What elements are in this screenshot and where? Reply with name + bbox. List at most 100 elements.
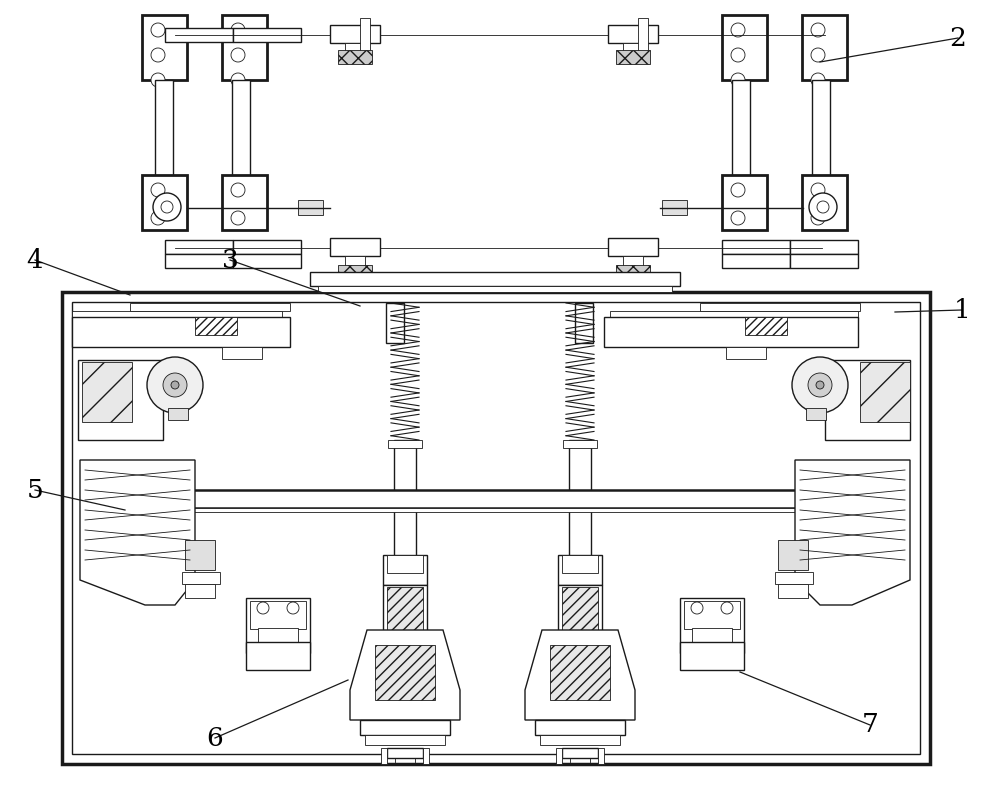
- Bar: [604, 317, 858, 347]
- Bar: [330, 25, 380, 43]
- Bar: [608, 238, 658, 256]
- Bar: [82, 362, 132, 422]
- Text: 5: 5: [27, 478, 43, 503]
- Bar: [680, 598, 744, 653]
- Bar: [185, 540, 215, 570]
- Bar: [562, 587, 598, 632]
- Circle shape: [811, 73, 825, 87]
- Text: 1: 1: [954, 298, 970, 323]
- Circle shape: [151, 48, 165, 62]
- Bar: [562, 555, 598, 573]
- Bar: [726, 347, 766, 359]
- Bar: [662, 200, 687, 215]
- Bar: [383, 585, 427, 645]
- Circle shape: [811, 48, 825, 62]
- Circle shape: [809, 193, 837, 221]
- Bar: [298, 200, 323, 215]
- Bar: [142, 175, 187, 230]
- Bar: [387, 587, 423, 632]
- Bar: [692, 628, 732, 642]
- Text: 6: 6: [207, 726, 223, 750]
- Circle shape: [811, 211, 825, 225]
- Bar: [130, 303, 290, 311]
- Bar: [610, 311, 858, 317]
- Bar: [62, 292, 930, 764]
- Bar: [155, 80, 173, 190]
- Bar: [812, 80, 830, 190]
- Bar: [556, 748, 562, 764]
- Text: 2: 2: [950, 25, 966, 50]
- Bar: [558, 555, 602, 585]
- Circle shape: [161, 201, 173, 213]
- Bar: [232, 80, 250, 190]
- Bar: [345, 43, 365, 53]
- Bar: [387, 748, 423, 758]
- Bar: [250, 601, 306, 629]
- Bar: [246, 642, 310, 670]
- Bar: [563, 440, 597, 448]
- Bar: [338, 265, 372, 279]
- Circle shape: [231, 23, 245, 37]
- Circle shape: [151, 23, 165, 37]
- Bar: [388, 440, 422, 448]
- Circle shape: [816, 381, 824, 389]
- Bar: [387, 555, 423, 573]
- Polygon shape: [525, 630, 635, 720]
- Bar: [790, 240, 858, 254]
- Bar: [78, 360, 163, 440]
- Circle shape: [811, 183, 825, 197]
- Bar: [598, 748, 604, 764]
- Bar: [802, 175, 847, 230]
- Bar: [623, 256, 643, 266]
- Circle shape: [147, 357, 203, 413]
- Bar: [722, 15, 767, 80]
- Circle shape: [151, 211, 165, 225]
- Bar: [722, 175, 767, 230]
- Bar: [825, 360, 910, 440]
- Text: 7: 7: [862, 713, 878, 737]
- Circle shape: [792, 357, 848, 413]
- Bar: [375, 645, 435, 700]
- Bar: [72, 317, 290, 347]
- Bar: [130, 490, 858, 508]
- Bar: [365, 735, 445, 745]
- Circle shape: [231, 48, 245, 62]
- Bar: [732, 80, 750, 190]
- Bar: [775, 572, 813, 584]
- Bar: [790, 254, 858, 268]
- Polygon shape: [350, 630, 460, 720]
- Bar: [535, 720, 625, 735]
- Bar: [168, 408, 188, 420]
- Polygon shape: [795, 460, 910, 605]
- Circle shape: [691, 602, 703, 614]
- Bar: [616, 50, 650, 64]
- Bar: [195, 317, 237, 335]
- Bar: [569, 440, 591, 570]
- Polygon shape: [80, 460, 195, 605]
- Bar: [222, 347, 262, 359]
- Bar: [616, 265, 650, 279]
- Bar: [386, 303, 404, 343]
- Bar: [182, 572, 220, 584]
- Bar: [165, 254, 233, 268]
- Bar: [222, 175, 267, 230]
- Bar: [558, 585, 602, 645]
- Bar: [258, 628, 298, 642]
- Circle shape: [287, 602, 299, 614]
- Bar: [684, 601, 740, 629]
- Bar: [310, 272, 680, 286]
- Bar: [860, 362, 910, 422]
- Circle shape: [151, 183, 165, 197]
- Bar: [246, 598, 310, 653]
- Circle shape: [171, 381, 179, 389]
- Bar: [563, 570, 597, 578]
- Bar: [330, 238, 380, 256]
- Bar: [338, 50, 372, 64]
- Circle shape: [153, 193, 181, 221]
- Bar: [233, 254, 301, 268]
- Circle shape: [231, 211, 245, 225]
- Bar: [423, 748, 429, 764]
- Bar: [222, 15, 267, 80]
- Bar: [360, 18, 370, 58]
- Bar: [540, 735, 620, 745]
